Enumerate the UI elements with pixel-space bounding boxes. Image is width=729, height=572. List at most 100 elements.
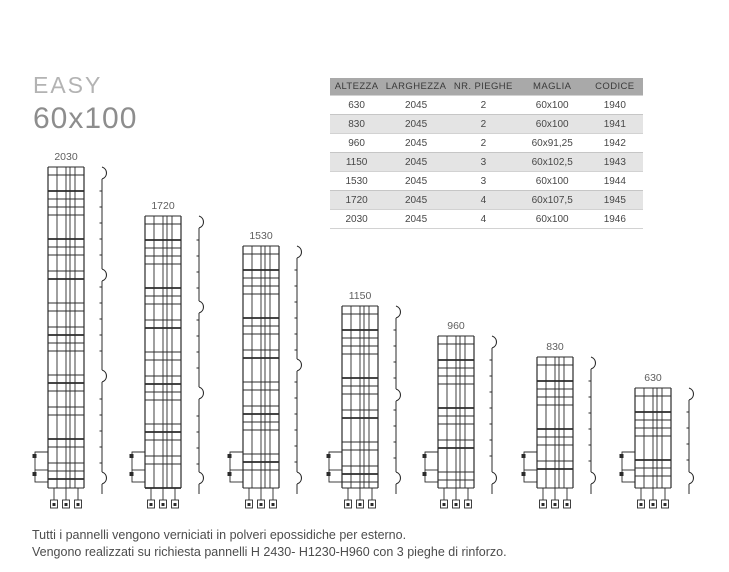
panel-drawing-1530: 1530 — [227, 226, 311, 515]
panel-height-label: 960 — [447, 320, 465, 332]
panel-mesh-svg: 1530 — [227, 230, 303, 509]
panel-foot — [62, 499, 70, 509]
panel-foot — [269, 499, 277, 509]
table-cell: 1941 — [586, 114, 643, 134]
bracket-clamp — [619, 472, 624, 476]
fold-bump — [101, 369, 108, 383]
fold-bump — [101, 166, 108, 180]
table-cell: 4 — [448, 190, 518, 210]
bracket-clamp — [521, 472, 526, 476]
panel-foot — [368, 499, 376, 509]
table-cell: 60x100 — [517, 114, 587, 134]
fold-bump — [101, 268, 108, 282]
fold-bump — [296, 245, 303, 259]
panel-height-label: 1720 — [151, 200, 175, 212]
fold-bump — [198, 471, 205, 485]
spec-table-body: 630 2045 2 60x100 1940 830 2045 2 60x100 1941 960 2… — [330, 95, 643, 229]
panel-height-label: 830 — [546, 341, 564, 353]
column-header: LARGHEZZA — [383, 78, 449, 96]
panel-mesh-svg: 830 — [521, 341, 597, 509]
fixing-bracket — [328, 451, 343, 483]
table-cell: 2045 — [383, 171, 449, 191]
page-title: EASY 60x100 — [33, 72, 137, 136]
footer-line-1: Tutti i pannelli vengono verniciati in p… — [32, 528, 407, 542]
fixing-bracket — [523, 451, 538, 483]
table-cell: 60x102,5 — [517, 152, 587, 172]
panel-foot — [74, 499, 82, 509]
table-row: 1530 2045 3 60x100 1944 — [330, 171, 643, 191]
table-cell: 2045 — [383, 133, 449, 153]
table-cell: 2 — [448, 133, 518, 153]
fold-bump — [198, 300, 205, 314]
fixing-bracket — [34, 451, 49, 483]
bracket-clamp — [32, 472, 37, 476]
table-cell: 2 — [448, 95, 518, 115]
table-cell: 2045 — [383, 209, 449, 229]
table-cell: 1150 — [330, 152, 384, 172]
panel-mesh-svg: 1720 — [129, 200, 205, 509]
table-cell: 1946 — [586, 209, 643, 229]
panel-height-label: 2030 — [54, 151, 78, 163]
table-cell: 2045 — [383, 114, 449, 134]
footer-line-2: Vengono realizzati su richiesta pannelli… — [32, 545, 507, 559]
table-cell: 2045 — [383, 95, 449, 115]
table-cell: 960 — [330, 133, 384, 153]
column-header: CODICE — [586, 78, 643, 96]
bracket-clamp — [227, 472, 232, 476]
spec-table: ALTEZZA LARGHEZZA NR. PIEGHE MAGLIA CODICE 6… — [330, 78, 643, 229]
fixing-bracket — [621, 451, 636, 483]
table-cell: 2030 — [330, 209, 384, 229]
series-title: EASY — [33, 72, 103, 98]
table-row: 630 2045 2 60x100 1940 — [330, 95, 643, 115]
table-row: 1720 2045 4 60x107,5 1945 — [330, 190, 643, 210]
fixing-bracket — [131, 451, 146, 483]
footer-note: Tutti i pannelli vengono verniciati in p… — [32, 527, 507, 561]
bracket-clamp — [422, 472, 427, 476]
table-cell: 1943 — [586, 152, 643, 172]
fixing-bracket — [229, 451, 244, 483]
fold-bump — [198, 386, 205, 400]
panel-foot — [649, 499, 657, 509]
bracket-clamp — [326, 472, 331, 476]
panel-foot — [245, 499, 253, 509]
fold-bump — [395, 471, 402, 485]
table-cell: 60x100 — [517, 209, 587, 229]
bracket-clamp — [326, 454, 331, 458]
panel-foot — [539, 499, 547, 509]
panel-foot — [50, 499, 58, 509]
panel-mesh-svg: 630 — [619, 372, 695, 509]
fold-bump — [491, 471, 498, 485]
fold-bump — [688, 387, 695, 401]
bracket-clamp — [129, 472, 134, 476]
panel-foot — [661, 499, 669, 509]
table-cell: 4 — [448, 209, 518, 229]
fold-bump — [296, 471, 303, 485]
panel-foot — [147, 499, 155, 509]
table-cell: 630 — [330, 95, 384, 115]
bracket-clamp — [129, 454, 134, 458]
panel-drawing-630: 630 — [619, 368, 703, 515]
header-row: ALTEZZA LARGHEZZA NR. PIEGHE MAGLIA CODICE — [330, 78, 643, 96]
panel-foot — [356, 499, 364, 509]
panel-foot — [637, 499, 645, 509]
table-cell: 3 — [448, 152, 518, 172]
table-row: 1150 2045 3 60x102,5 1943 — [330, 152, 643, 172]
panel-drawing-1720: 1720 — [129, 196, 213, 515]
panel-foot — [452, 499, 460, 509]
panel-drawing-960: 960 — [422, 316, 506, 515]
bracket-clamp — [227, 454, 232, 458]
panel-foot — [344, 499, 352, 509]
mesh-size-title: 60x100 — [33, 102, 138, 135]
panel-drawing-830: 830 — [521, 337, 605, 515]
panel-height-label: 1530 — [249, 230, 273, 242]
panel-foot — [551, 499, 559, 509]
fold-bump — [296, 358, 303, 372]
table-row: 960 2045 2 60x91,25 1942 — [330, 133, 643, 153]
fold-bump — [198, 215, 205, 229]
table-cell: 830 — [330, 114, 384, 134]
table-cell: 3 — [448, 171, 518, 191]
table-cell: 1942 — [586, 133, 643, 153]
panel-height-label: 1150 — [349, 290, 372, 302]
table-cell: 60x91,25 — [517, 133, 587, 153]
